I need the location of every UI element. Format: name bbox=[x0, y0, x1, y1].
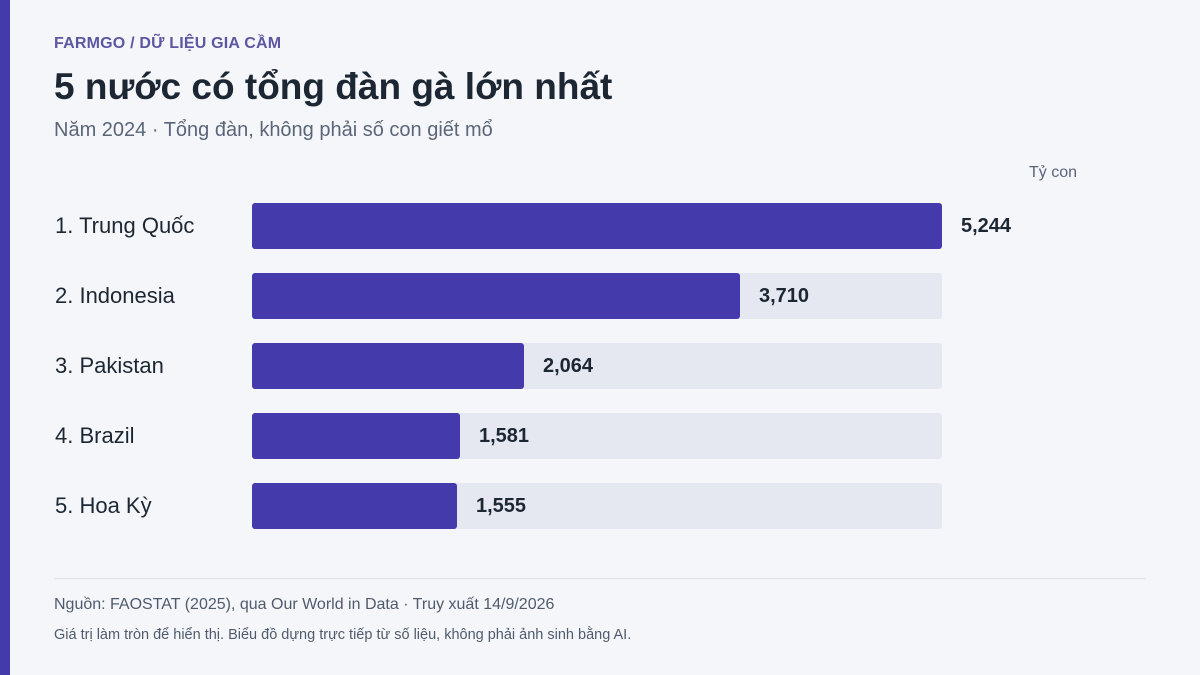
bar-track bbox=[252, 483, 942, 529]
footer-divider bbox=[54, 578, 1146, 579]
bar bbox=[252, 413, 460, 459]
bar-track bbox=[252, 413, 942, 459]
value-label: 1,555 bbox=[476, 495, 527, 517]
category-label: 4. Brazil bbox=[55, 423, 135, 448]
bar-row: 5. Hoa Kỳ 1,555 bbox=[0, 483, 1200, 529]
category-label: 3. Pakistan bbox=[55, 353, 164, 378]
bar-track bbox=[252, 203, 942, 249]
bar bbox=[252, 203, 942, 249]
category-label: 5. Hoa Kỳ bbox=[55, 493, 152, 518]
chart-subtitle: Năm 2024 · Tổng đàn, không phải số con g… bbox=[54, 119, 493, 141]
source-text: Nguồn: FAOSTAT (2025), qua Our World in … bbox=[54, 596, 555, 613]
accent-bar bbox=[0, 0, 10, 675]
kicker: FARMGO / DỮ LIỆU GIA CẦM bbox=[54, 35, 282, 52]
bar-row: 4. Brazil 1,581 bbox=[0, 413, 1200, 459]
value-label: 2,064 bbox=[543, 355, 594, 377]
footnote-text: Giá trị làm tròn để hiển thị. Biểu đồ dự… bbox=[54, 627, 632, 643]
unit-label: Tỷ con bbox=[1029, 164, 1078, 181]
bar bbox=[252, 343, 524, 389]
bar bbox=[252, 273, 740, 319]
chart-title: 5 nước có tổng đàn gà lớn nhất bbox=[54, 66, 613, 107]
category-label: 2. Indonesia bbox=[55, 283, 175, 308]
bar-row: 3. Pakistan 2,064 bbox=[0, 343, 1200, 389]
bar-row: 1. Trung Quốc 5,244 bbox=[0, 203, 1200, 249]
bar-row: 2. Indonesia 3,710 bbox=[0, 273, 1200, 319]
bar-track bbox=[252, 273, 942, 319]
bar-track bbox=[252, 343, 942, 389]
category-label: 1. Trung Quốc bbox=[55, 213, 195, 238]
value-label: 5,244 bbox=[961, 215, 1012, 237]
bar bbox=[252, 483, 457, 529]
value-label: 3,710 bbox=[759, 285, 810, 307]
value-label: 1,581 bbox=[479, 425, 530, 447]
